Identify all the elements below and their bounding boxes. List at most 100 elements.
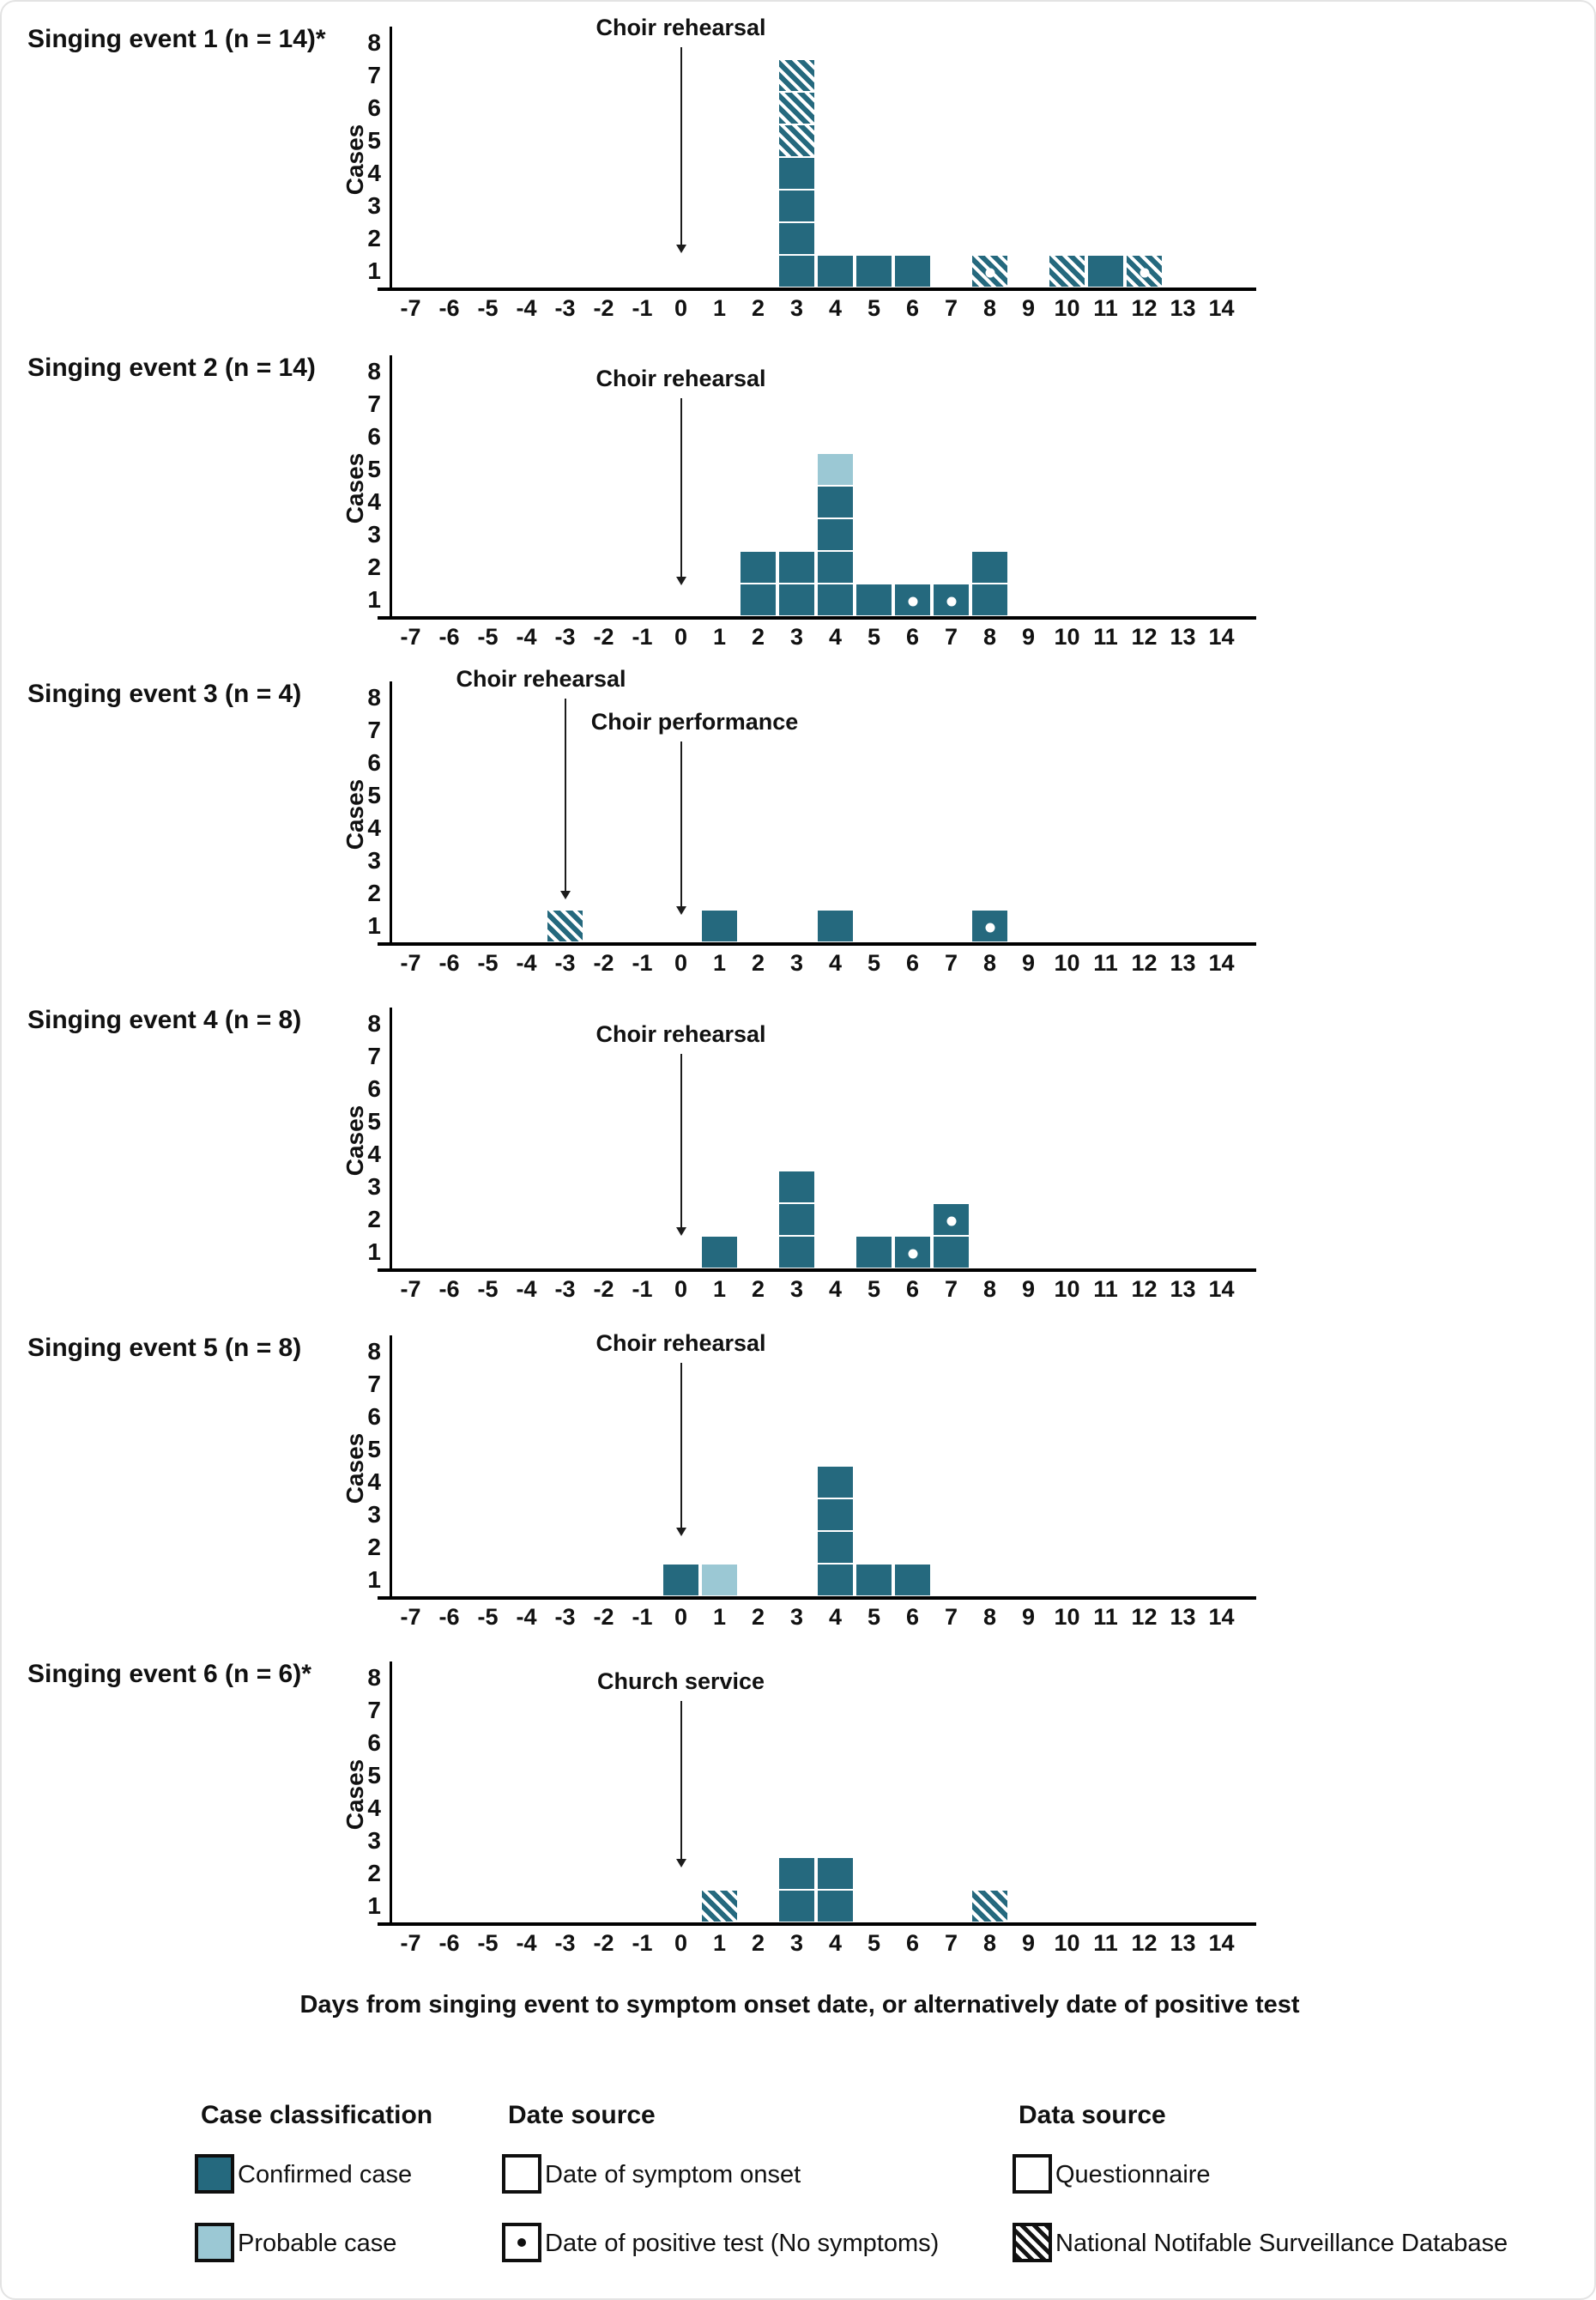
event-arrow xyxy=(680,741,682,908)
y-tick: 7 xyxy=(367,390,381,417)
x-axis-line xyxy=(378,1922,1256,1926)
y-tick: 2 xyxy=(367,880,381,906)
x-tick: 2 xyxy=(751,1604,765,1630)
x-tick: 9 xyxy=(1021,1604,1036,1630)
x-axis-line xyxy=(378,1596,1256,1600)
event-arrow xyxy=(680,47,682,246)
x-tick: 2 xyxy=(751,624,765,650)
case-square-confirmed xyxy=(895,1237,930,1268)
y-tick: 1 xyxy=(367,1566,381,1593)
y-tick: 2 xyxy=(367,554,381,580)
y-tick: 5 xyxy=(367,127,381,154)
x-tick: 11 xyxy=(1093,1930,1118,1956)
case-square-confirmed xyxy=(818,256,853,287)
panel-singing-event-5: Singing event 5 (n = 8) Cases 1 2 3 4 5 6 7 8 -7 -6… xyxy=(2,1323,1594,1649)
x-tick: 1 xyxy=(712,1604,727,1630)
x-tick: 4 xyxy=(828,950,843,976)
x-tick: -7 xyxy=(400,1604,421,1630)
y-tick: 5 xyxy=(367,782,381,808)
case-square-nndss xyxy=(972,1891,1007,1922)
case-square-confirmed xyxy=(895,584,930,615)
x-tick: 12 xyxy=(1131,1604,1158,1630)
x-tick: 5 xyxy=(867,295,881,321)
case-square-confirmed xyxy=(895,256,930,287)
y-tick: 4 xyxy=(367,1141,381,1167)
positive-test-dot-icon xyxy=(946,596,956,607)
x-tick: 12 xyxy=(1131,295,1158,321)
y-tick: 5 xyxy=(367,456,381,482)
case-square-confirmed xyxy=(702,1237,737,1268)
legend-item-label: Date of positive test (No symptoms) xyxy=(545,2230,940,2257)
panel-singing-event-1: Singing event 1 (n = 14)* Cases 1 2 3 4 5 6 7 8 -7… xyxy=(2,15,1594,341)
legend-group-title: Data source xyxy=(1019,2101,1166,2129)
case-square-confirmed xyxy=(972,584,1007,615)
x-tick: -3 xyxy=(554,1604,576,1630)
x-tick: 14 xyxy=(1208,295,1235,321)
x-tick: -6 xyxy=(438,1604,460,1630)
legend-group-title: Case classification xyxy=(201,2101,433,2129)
panel-title: Singing event 4 (n = 8) xyxy=(27,1006,302,1034)
x-tick: 10 xyxy=(1054,1276,1080,1302)
case-square-nndss xyxy=(1127,256,1162,287)
x-tick: 10 xyxy=(1054,624,1080,650)
y-tick: 1 xyxy=(367,912,381,939)
x-tick: -7 xyxy=(400,295,421,321)
case-square-confirmed xyxy=(779,1171,814,1202)
x-tick: 11 xyxy=(1093,950,1118,976)
case-square-confirmed xyxy=(972,552,1007,583)
x-tick: 4 xyxy=(828,1604,843,1630)
x-tick: -2 xyxy=(593,295,614,321)
case-square-confirmed xyxy=(856,584,892,615)
x-tick: 3 xyxy=(789,1604,804,1630)
x-tick: 11 xyxy=(1093,1276,1118,1302)
y-tick: 8 xyxy=(367,358,381,384)
legend-swatch-probable xyxy=(195,2223,234,2262)
legend-swatch-confirmed xyxy=(195,2154,234,2194)
x-axis-line xyxy=(378,288,1256,291)
panel-singing-event-3: Singing event 3 (n = 4) Cases 1 2 3 4 5 6 7 8 -7 -6… xyxy=(2,666,1594,996)
legend-item-label: Date of symptom onset xyxy=(545,2161,801,2188)
x-tick: 6 xyxy=(905,624,920,650)
x-tick: 5 xyxy=(867,624,881,650)
x-tick: 8 xyxy=(982,1604,997,1630)
x-tick: 13 xyxy=(1170,1276,1196,1302)
x-tick: 6 xyxy=(905,295,920,321)
x-tick: -1 xyxy=(632,295,653,321)
y-axis-line xyxy=(390,355,392,620)
case-square-confirmed xyxy=(818,1467,853,1498)
case-square-confirmed xyxy=(818,1499,853,1530)
y-tick: 1 xyxy=(367,1892,381,1919)
x-axis-caption: Days from singing event to symptom onset… xyxy=(299,1991,1300,2019)
case-square-confirmed xyxy=(1088,256,1123,287)
positive-test-dot-icon xyxy=(985,268,994,278)
panel-singing-event-6: Singing event 6 (n = 6)* Cases 1 2 3 4 5 6 7 8 -7-… xyxy=(2,1649,1594,1976)
x-tick: -7 xyxy=(400,950,421,976)
y-tick: 2 xyxy=(367,1206,381,1232)
y-tick: 8 xyxy=(367,1664,381,1691)
y-tick: 3 xyxy=(367,192,381,219)
y-tick: 8 xyxy=(367,1010,381,1037)
case-square-confirmed xyxy=(779,191,814,221)
x-tick: -5 xyxy=(477,1604,499,1630)
case-square-nndss xyxy=(779,93,814,124)
x-tick: 8 xyxy=(982,295,997,321)
x-tick: -1 xyxy=(632,1930,653,1956)
x-tick: -4 xyxy=(516,1930,537,1956)
y-tick: 1 xyxy=(367,586,381,613)
y-tick: 3 xyxy=(367,847,381,874)
case-square-nndss xyxy=(972,256,1007,287)
x-tick: 9 xyxy=(1021,1930,1036,1956)
y-tick: 4 xyxy=(367,814,381,841)
case-square-confirmed xyxy=(663,1565,698,1595)
positive-test-dot-icon xyxy=(908,596,917,607)
positive-test-dot-icon xyxy=(946,1216,956,1226)
y-tick: 8 xyxy=(367,29,381,56)
x-tick: 9 xyxy=(1021,295,1036,321)
event-annotation-label: Choir rehearsal xyxy=(595,15,766,40)
x-tick: 0 xyxy=(674,1930,688,1956)
x-tick: -1 xyxy=(632,1604,653,1630)
x-tick: 1 xyxy=(712,295,727,321)
x-tick: -3 xyxy=(554,295,576,321)
event-arrow xyxy=(680,1054,682,1229)
y-tick: 2 xyxy=(367,1534,381,1560)
